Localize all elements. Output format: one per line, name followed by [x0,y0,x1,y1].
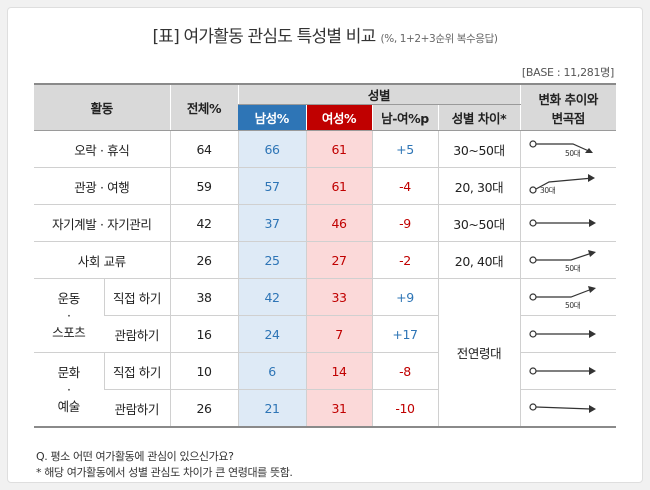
activity-cell: 관람하기 [104,315,170,353]
diff-cell: +17 [371,315,438,353]
group-sports-dot: · [66,308,71,323]
header-female: 여성% [305,104,372,131]
total-cell: 10 [169,352,238,390]
female-cell: 33 [305,278,372,316]
male-cell: 21 [237,389,306,428]
trend-label: 50대 [565,149,581,158]
male-cell: 37 [237,204,306,242]
activity-cell: 직접 하기 [103,278,170,316]
table-row: 사회 교류 26 25 27 -2 20, 40대 50대 [34,241,616,279]
activity-cell: 자기계발 · 자기관리 [34,204,170,242]
male-cell: 57 [237,167,306,205]
trend-line-icon: 50대 [528,250,596,273]
trend-label: 30대 [540,186,556,195]
diff-cell: -10 [371,389,438,428]
page-title: [표] 여가활동 관심도 특성별 비교 (%, 1+2+3순위 복수응답) [0,22,650,47]
title-unit: (%, 1+2+3순위 복수응답) [380,33,498,45]
header-trend: 변화 추이와 변곡점 [519,84,616,131]
gap-cell-merged: 전연령대 [437,278,520,428]
gap-cell: 30~50대 [437,204,520,242]
female-cell: 27 [305,241,372,279]
group-culture-line1: 문화 [57,365,81,380]
group-sports-line1: 운동 [57,291,81,306]
group-sports: 운동 · 스포츠 [34,278,104,353]
trend-cell: 50대 [519,241,616,279]
table-row: 문화 · 예술 직접 하기 10 6 14 -8 [34,352,616,428]
group-culture-dot: · [66,382,71,397]
comparison-table: 활동 전체% 성별 변화 추이와 변곡점 남성% 여성% 남-여%p 성별 차이… [34,83,616,428]
male-cell: 6 [237,352,306,390]
trend-label: 50대 [565,264,581,273]
footnote-question: Q. 평소 어떤 여가활동에 관심이 있으신가요? [36,450,234,463]
trend-cell: 50대 [519,130,616,168]
table-row: 오락 · 휴식 64 66 61 +5 30~50대 50대 [34,130,616,168]
male-cell: 25 [237,241,306,279]
female-cell: 7 [305,315,372,353]
activity-cell: 사회 교류 [34,241,170,279]
activity-cell: 관광 · 여행 [34,167,170,205]
base-note: [BASE : 11,281명] [521,66,614,79]
trend-cell: 50대 [519,278,616,316]
title-text: [표] 여가활동 관심도 특성별 비교 [152,27,376,47]
group-culture-line2: 예술 [57,399,81,414]
trend-cell [519,204,616,242]
female-cell: 14 [305,352,372,390]
trend-cell: 30대 [519,167,616,205]
trend-line-icon: 50대 [528,286,596,310]
header-gender: 성별 [237,84,520,105]
total-cell: 16 [169,315,238,353]
gap-cell: 30~50대 [437,130,520,168]
total-cell: 42 [169,204,238,242]
trend-cell [519,315,616,353]
footnote-note: * 해당 여가활동에서 성별 관심도 차이가 큰 연령대를 뜻함. [36,466,293,479]
table-row: 운동 · 스포츠 직접 하기 38 42 33 +9 전연령대 50대 [34,278,616,428]
header-total: 전체% [169,84,238,131]
header-male: 남성% [238,104,306,131]
trend-line-icon: 30대 [528,174,595,195]
diff-cell: +9 [371,278,438,316]
table-row: 관람하기 16 24 7 +17 [34,315,616,353]
trend-cell [519,389,616,428]
trend-cell [519,352,616,390]
trend-line-icon [528,403,596,413]
group-sports-line2: 스포츠 [52,325,86,340]
group-culture: 문화 · 예술 [34,352,104,428]
gap-cell: 20, 30대 [437,167,520,205]
female-cell: 61 [305,167,372,205]
female-cell: 61 [305,130,372,168]
table-row: 관람하기 26 21 31 -10 [34,389,616,428]
table-row: 관광 · 여행 59 57 61 -4 20, 30대 30대 [34,167,616,205]
diff-cell: -4 [371,167,438,205]
male-cell: 66 [237,130,306,168]
header-gap: 성별 차이* [437,104,520,131]
total-cell: 38 [169,278,238,316]
diff-cell: -9 [371,204,438,242]
activity-cell: 직접 하기 [103,352,170,390]
diff-cell: +5 [371,130,438,168]
total-cell: 26 [169,389,238,428]
diff-cell: -2 [371,241,438,279]
gap-cell: 20, 40대 [437,241,520,279]
table-row: 자기계발 · 자기관리 42 37 46 -9 30~50대 [34,204,616,242]
trend-line-icon [528,367,596,375]
header-activity: 활동 [34,84,170,131]
header-trend-line2: 변곡점 [551,110,586,126]
female-cell: 31 [305,389,372,428]
total-cell: 26 [169,241,238,279]
header-diff: 남-여%p [371,104,438,131]
female-cell: 46 [305,204,372,242]
activity-cell: 관람하기 [104,389,170,428]
total-cell: 64 [169,130,238,168]
header-trend-line1: 변화 추이와 [538,91,599,107]
total-cell: 59 [169,167,238,205]
activity-cell: 오락 · 휴식 [34,130,170,168]
trend-label: 50대 [565,301,581,310]
trend-line-icon [528,330,596,338]
male-cell: 24 [237,315,306,353]
diff-cell: -8 [371,352,438,390]
trend-line-icon: 50대 [528,140,593,158]
trend-line-icon [528,219,596,227]
male-cell: 42 [237,278,306,316]
